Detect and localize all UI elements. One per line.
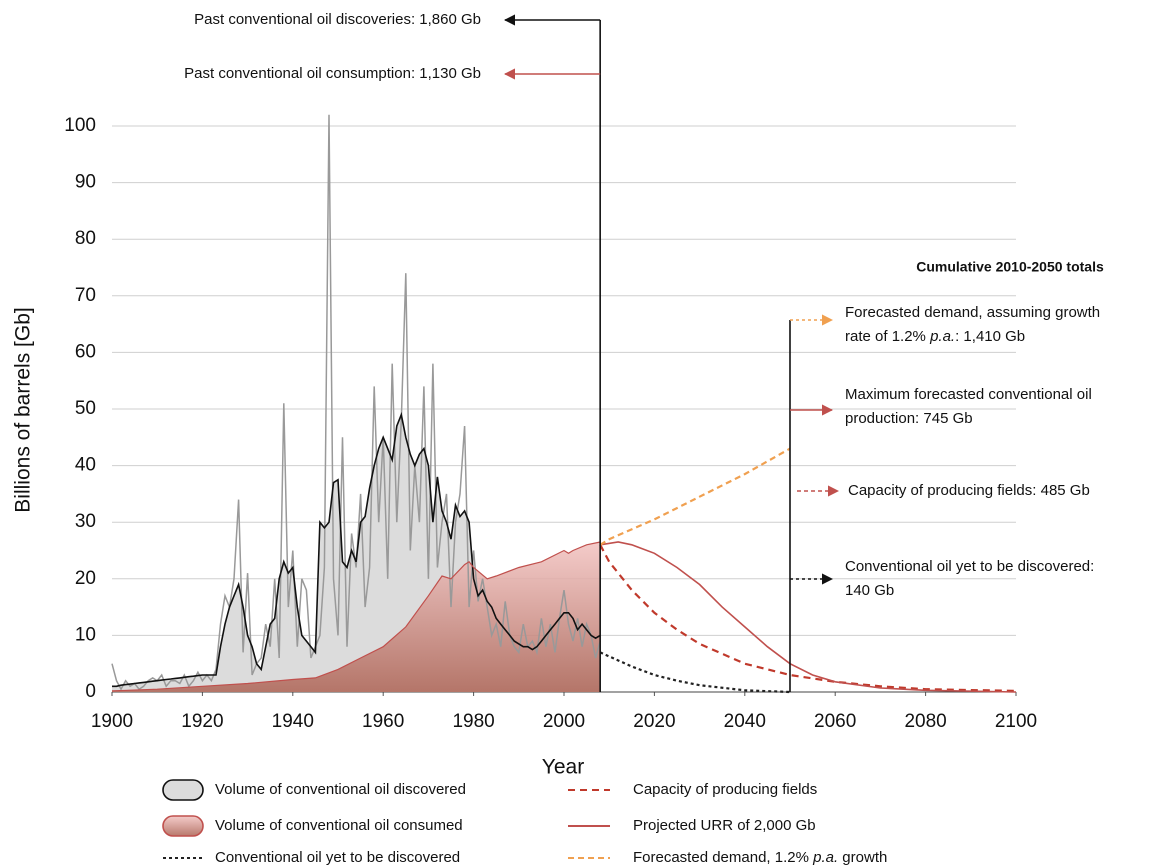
y-tick-label: 50 <box>75 398 96 419</box>
annotation-text: rate of 1.2% <box>845 328 930 345</box>
discovered-line <box>112 411 601 688</box>
y-tick-label: 60 <box>75 341 96 362</box>
legend-label-part: Forecasted demand, 1.2% <box>633 849 813 865</box>
annotation: Capacity of producing fields: 485 Gb <box>848 482 1090 499</box>
discovered-annual-line <box>111 114 601 691</box>
legend-label: Forecasted demand, 1.2% p.a. growth <box>633 849 887 865</box>
y-tick-label: 90 <box>75 172 96 193</box>
annotation-text: p.a. <box>929 328 955 345</box>
y-tick-label: 40 <box>75 455 96 476</box>
annotation: 140 Gb <box>845 582 894 599</box>
x-tick-label: 1980 <box>452 711 494 732</box>
annotation-text: : 1,410 Gb <box>955 328 1025 345</box>
x-tick-label: 2080 <box>904 711 946 732</box>
y-axis-label: Billions of barrels [Gb] <box>12 307 35 512</box>
legend-label: Volume of conventional oil consumed <box>215 817 463 834</box>
y-tick-label: 0 <box>85 681 96 702</box>
y-tick-label: 80 <box>75 228 96 249</box>
annotation: Past conventional oil consumption: 1,130… <box>184 65 481 82</box>
y-tick-label: 30 <box>75 511 96 532</box>
annotation-text: Maximum forecasted conventional oil <box>845 386 1092 403</box>
annotation-text: Conventional oil yet to be discovered: <box>845 558 1094 575</box>
legend-swatch <box>162 779 204 801</box>
annotation: Maximum forecasted conventional oil <box>845 386 1092 403</box>
projection-line <box>599 544 1017 692</box>
annotation: Conventional oil yet to be discovered: <box>845 558 1094 575</box>
consumed-line <box>111 541 601 692</box>
y-tick-label: 100 <box>64 115 96 136</box>
x-tick-label: 1920 <box>181 711 223 732</box>
annotation-text: Past conventional oil discoveries: 1,860… <box>194 11 481 28</box>
annotation-text: production: 745 Gb <box>845 410 973 427</box>
annotation-text: 140 Gb <box>845 582 894 599</box>
legend-label: Projected URR of 2,000 Gb <box>633 817 816 834</box>
x-axis-label: Year <box>542 756 584 779</box>
x-tick-label: 2040 <box>724 711 766 732</box>
annotation-text: Past conventional oil consumption: 1,130… <box>184 65 481 82</box>
annotation: Past conventional oil discoveries: 1,860… <box>194 11 481 28</box>
y-tick-label: 20 <box>75 568 96 589</box>
totals-title: Cumulative 2010-2050 totals <box>916 259 1104 275</box>
x-tick-label: 1940 <box>272 711 314 732</box>
y-tick-label: 10 <box>75 624 96 645</box>
projection-line <box>599 447 791 546</box>
projection-line <box>599 651 791 694</box>
x-tick-label: 2100 <box>995 711 1037 732</box>
x-tick-label: 2020 <box>633 711 675 732</box>
x-tick-label: 1900 <box>91 711 133 732</box>
annotation-text: Forecasted demand, assuming growth <box>845 304 1100 321</box>
x-tick-label: 1960 <box>362 711 404 732</box>
x-tick-label: 2060 <box>814 711 856 732</box>
consumed-area <box>112 542 601 692</box>
legend-label: Volume of conventional oil discovered <box>215 781 466 798</box>
projection-line <box>600 541 1017 693</box>
annotation: rate of 1.2% p.a.: 1,410 Gb <box>845 328 1025 345</box>
legend-label-part: growth <box>838 849 887 865</box>
x-tick-label: 2000 <box>543 711 585 732</box>
legend-label: Conventional oil yet to be discovered <box>215 849 460 865</box>
legend-label: Capacity of producing fields <box>633 781 817 798</box>
y-tick-label: 70 <box>75 285 96 306</box>
annotation: production: 745 Gb <box>845 410 973 427</box>
legend-label-part: p.a. <box>812 849 838 865</box>
annotation-text: Capacity of producing fields: 485 Gb <box>848 482 1090 499</box>
legend-swatch <box>162 815 204 837</box>
annotation: Forecasted demand, assuming growth <box>845 304 1100 321</box>
